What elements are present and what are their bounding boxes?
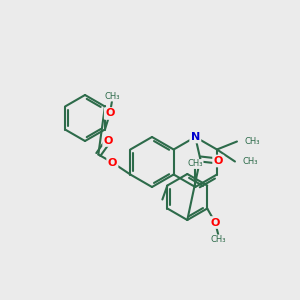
- Text: CH₃: CH₃: [211, 235, 226, 244]
- Text: O: O: [105, 109, 115, 118]
- Text: O: O: [108, 158, 117, 167]
- Text: O: O: [214, 156, 223, 166]
- Text: O: O: [104, 136, 113, 146]
- Text: O: O: [211, 218, 220, 227]
- Text: CH₃: CH₃: [243, 157, 259, 166]
- Text: N: N: [191, 132, 200, 142]
- Text: CH₃: CH₃: [188, 160, 203, 169]
- Text: CH₃: CH₃: [245, 137, 260, 146]
- Text: CH₃: CH₃: [104, 92, 120, 101]
